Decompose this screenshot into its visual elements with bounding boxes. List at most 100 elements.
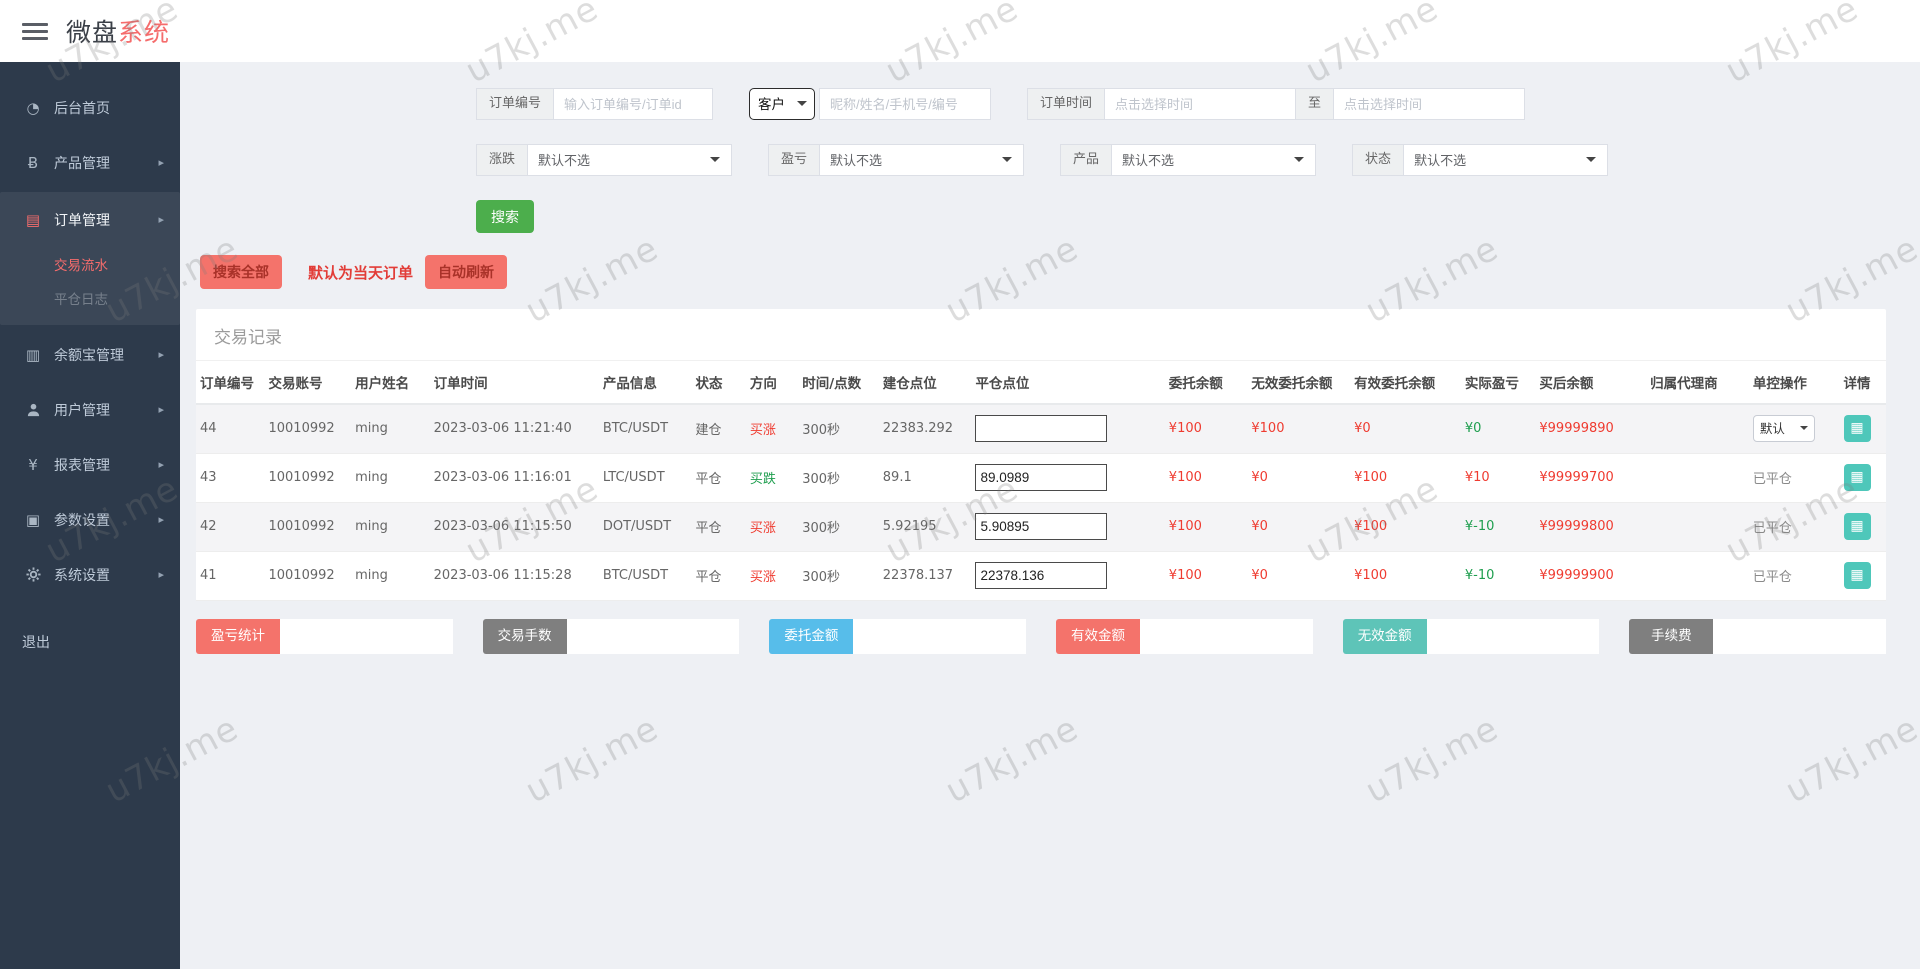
order-no-label: 订单编号 bbox=[476, 88, 554, 120]
cell-entrust: ¥100 bbox=[1164, 404, 1248, 454]
cell-invalid-entrust: ¥0 bbox=[1247, 551, 1351, 601]
order-time-label: 订单时间 bbox=[1027, 88, 1105, 120]
close-point-input[interactable] bbox=[975, 464, 1108, 491]
order-no-input[interactable] bbox=[553, 88, 714, 120]
summary-fee: 手续费 bbox=[1629, 618, 1887, 654]
cell-balance: ¥99999700 bbox=[1535, 453, 1647, 503]
cell-control-status: 已平仓 bbox=[1748, 502, 1840, 552]
col-profit: 实际盈亏 bbox=[1460, 361, 1536, 405]
cell-balance: ¥99999800 bbox=[1535, 502, 1647, 552]
cell-direction: 买涨 bbox=[745, 404, 799, 454]
profit-label: 盈亏 bbox=[768, 144, 820, 176]
watermark: u7kj.me bbox=[1779, 708, 1920, 812]
sidebar-subitem-trade-flow[interactable]: 交易流水 bbox=[0, 247, 180, 281]
cell-username: ming bbox=[351, 551, 430, 601]
summary-label: 委托金额 bbox=[769, 618, 854, 654]
table-row: 42 10010992 ming 2023-03-06 11:15:50 DOT… bbox=[196, 502, 1886, 552]
table-row: 44 10010992 ming 2023-03-06 11:21:40 BTC… bbox=[196, 404, 1886, 454]
filter-updown: 涨跌 默认不选 bbox=[476, 144, 733, 176]
hamburger-menu-icon[interactable] bbox=[22, 19, 48, 44]
summary-trade-lots: 交易手数 bbox=[482, 618, 740, 654]
detail-button[interactable]: ▦ bbox=[1843, 464, 1871, 491]
sidebar-item-dashboard[interactable]: ◔ 后台首页 bbox=[0, 80, 180, 135]
sidebar-item-products[interactable]: Ƀ 产品管理 ▸ bbox=[0, 135, 180, 190]
status-select[interactable]: 默认不选 bbox=[1403, 144, 1609, 176]
cell-open-point: 5.92195 bbox=[878, 502, 972, 552]
sidebar-item-yuebao[interactable]: ▥ 余额宝管理 ▸ bbox=[0, 327, 180, 382]
sidebar-item-label: 订单管理 bbox=[54, 212, 110, 229]
cell-order-id: 42 bbox=[196, 502, 265, 552]
today-orders-note: 默认为当天订单 bbox=[308, 263, 414, 282]
cell-account: 10010992 bbox=[264, 502, 352, 552]
chevron-right-icon: ▸ bbox=[158, 568, 164, 581]
search-button[interactable]: 搜索 bbox=[476, 200, 534, 233]
summary-label: 无效金额 bbox=[1342, 618, 1427, 654]
col-agent: 归属代理商 bbox=[1646, 361, 1749, 405]
col-valid-entrust: 有效委托余额 bbox=[1350, 361, 1461, 405]
trade-records-table: 订单编号 交易账号 用户姓名 订单时间 产品信息 状态 方向 时间/点数 建仓点… bbox=[196, 361, 1886, 601]
sidebar-subitem-close-log[interactable]: 平仓日志 bbox=[0, 281, 180, 315]
detail-button[interactable]: ▦ bbox=[1843, 415, 1871, 443]
sidebar-item-label: 参数设置 bbox=[54, 512, 110, 529]
params-icon: ▣ bbox=[25, 510, 41, 529]
sidebar-item-orders[interactable]: ▤ 订单管理 ▸ bbox=[0, 192, 180, 247]
summary-invalid-amount: 无效金额 bbox=[1342, 618, 1600, 654]
filter-order-no: 订单编号 bbox=[476, 88, 714, 120]
cell-username: ming bbox=[351, 453, 430, 503]
cell-status: 建仓 bbox=[691, 404, 746, 454]
sidebar-item-users[interactable]: 用户管理 ▸ bbox=[0, 382, 180, 437]
cell-entrust: ¥100 bbox=[1164, 502, 1248, 552]
cell-username: ming bbox=[351, 404, 430, 454]
sidebar-item-reports[interactable]: ¥ 报表管理 ▸ bbox=[0, 437, 180, 492]
col-balance: 买后余额 bbox=[1535, 361, 1647, 405]
sidebar-item-system-settings[interactable]: 系统设置 ▸ bbox=[0, 547, 180, 602]
filter-status: 状态 默认不选 bbox=[1352, 144, 1609, 176]
sidebar-item-logout[interactable]: 退出 bbox=[0, 614, 180, 669]
cell-account: 10010992 bbox=[264, 453, 352, 503]
col-detail: 详情 bbox=[1839, 361, 1886, 405]
close-point-input[interactable] bbox=[975, 513, 1108, 540]
cell-order-id: 44 bbox=[196, 404, 265, 454]
profit-select[interactable]: 默认不选 bbox=[819, 144, 1025, 176]
cell-invalid-entrust: ¥100 bbox=[1247, 404, 1351, 454]
sidebar-item-label: 退出 bbox=[22, 634, 50, 651]
chevron-right-icon: ▸ bbox=[158, 513, 164, 526]
chevron-right-icon: ▸ bbox=[158, 348, 164, 361]
close-point-input[interactable] bbox=[975, 562, 1108, 589]
cell-profit: ¥0 bbox=[1460, 404, 1536, 454]
chevron-right-icon: ▸ bbox=[158, 458, 164, 471]
toolbar: 搜索全部 默认为当天订单 自动刷新 bbox=[200, 255, 1920, 289]
detail-button[interactable]: ▦ bbox=[1843, 513, 1871, 540]
time-to-input[interactable] bbox=[1333, 88, 1526, 120]
bitcoin-icon: Ƀ bbox=[27, 153, 39, 172]
cell-invalid-entrust: ¥0 bbox=[1247, 502, 1351, 552]
col-control: 单控操作 bbox=[1748, 361, 1840, 405]
cell-agent bbox=[1646, 404, 1749, 454]
cell-profit: ¥-10 bbox=[1460, 551, 1536, 601]
cell-profit: ¥10 bbox=[1460, 453, 1536, 503]
cell-duration: 300秒 bbox=[798, 453, 879, 503]
app-title-accent: 系统 bbox=[118, 18, 171, 47]
customer-type-select[interactable]: 客户 bbox=[749, 88, 816, 120]
customer-input[interactable] bbox=[819, 88, 992, 120]
updown-select[interactable]: 默认不选 bbox=[527, 144, 733, 176]
orders-icon: ▤ bbox=[25, 210, 41, 229]
cell-duration: 300秒 bbox=[798, 502, 879, 552]
cell-valid-entrust: ¥100 bbox=[1350, 453, 1461, 503]
panel-title: 交易记录 bbox=[196, 309, 1886, 361]
detail-button[interactable]: ▦ bbox=[1843, 562, 1871, 589]
chevron-right-icon: ▸ bbox=[158, 213, 164, 226]
summary-valid-amount: 有效金额 bbox=[1056, 618, 1313, 654]
customer-type-select-wrap: 客户 bbox=[749, 88, 819, 120]
cell-product: LTC/USDT bbox=[598, 453, 692, 503]
col-order-id: 订单编号 bbox=[196, 361, 265, 405]
control-select[interactable]: 默认 bbox=[1752, 415, 1815, 443]
search-all-button[interactable]: 搜索全部 bbox=[200, 255, 282, 289]
time-from-input[interactable] bbox=[1104, 88, 1297, 120]
close-point-input[interactable] bbox=[975, 415, 1108, 443]
cell-direction: 买涨 bbox=[745, 502, 799, 552]
sidebar-item-parameters[interactable]: ▣ 参数设置 ▸ bbox=[0, 492, 180, 547]
product-select[interactable]: 默认不选 bbox=[1111, 144, 1317, 176]
auto-refresh-button[interactable]: 自动刷新 bbox=[425, 255, 508, 289]
col-order-time: 订单时间 bbox=[429, 361, 599, 405]
